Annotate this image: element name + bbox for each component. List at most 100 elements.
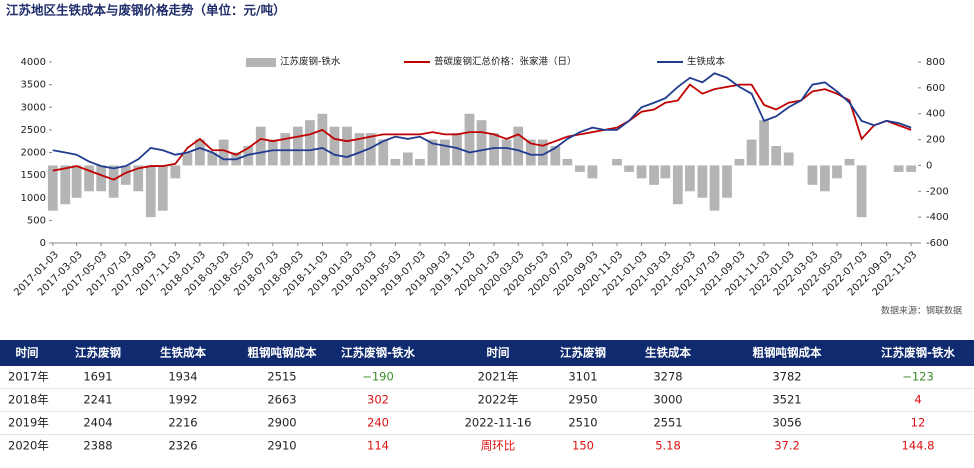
table-cell: 302	[367, 393, 389, 407]
table-header: 生铁成本	[160, 346, 206, 360]
y2-tick-label: 400	[926, 109, 945, 120]
table-header: 粗钢吨钢成本	[753, 346, 822, 360]
spread-bar	[402, 152, 413, 166]
y-tick-label: 3000	[21, 102, 46, 113]
table-cell: 2515	[267, 370, 296, 384]
spread-bar	[267, 139, 278, 166]
table-cell: 2950	[568, 393, 597, 407]
table-cell: 2510	[568, 416, 597, 430]
spread-bar	[218, 139, 229, 166]
table-cell: 3101	[568, 370, 597, 384]
y2-tick-label: 800	[926, 57, 945, 68]
table-header: 江苏废钢	[560, 346, 606, 360]
table-header: 江苏废钢-铁水	[341, 346, 415, 360]
table-cell: 240	[367, 416, 389, 430]
table: 时间 江苏废钢 生铁成本 粗钢吨钢成本 江苏废钢-铁水 时间 江苏废钢 生铁成本 粗钢吨钢成本 江…	[0, 340, 974, 453]
table-cell: 2241	[83, 393, 112, 407]
spread-bar	[685, 165, 695, 192]
y2-tick-label: 0	[926, 160, 932, 171]
y2-tick-label: -600	[926, 238, 949, 249]
spread-bar	[120, 165, 131, 185]
table-cell: 2019年	[8, 416, 49, 430]
spread-bar	[170, 165, 181, 179]
spread-bar	[195, 139, 205, 166]
spread-bar	[452, 133, 462, 166]
table-cell: 114	[367, 439, 389, 453]
spread-bar	[832, 165, 842, 179]
table-cell: 2900	[267, 416, 296, 430]
table-header: 时间	[487, 346, 510, 360]
spread-bar	[575, 165, 585, 172]
spread-bar	[906, 165, 917, 172]
table-header: 江苏废钢-铁水	[881, 346, 955, 360]
spread-bar	[820, 165, 830, 192]
spread-bar	[697, 165, 708, 198]
table-cell: 12	[911, 416, 926, 430]
table-cell: 144.8	[902, 439, 935, 453]
table-cell: 3278	[653, 370, 682, 384]
spread-bar	[96, 165, 107, 192]
table-cell: 3056	[772, 416, 801, 430]
spread-bar	[489, 133, 499, 166]
spread-bar	[292, 126, 303, 166]
spread-bar	[317, 113, 328, 166]
spread-bar	[476, 120, 487, 166]
y2-tick-label: 600	[926, 83, 945, 94]
spread-bar	[84, 165, 94, 192]
table-cell: 150	[572, 439, 594, 453]
spread-bar	[672, 165, 683, 205]
spread-bar	[182, 152, 193, 166]
table-cell: 2021年	[478, 370, 519, 384]
table-cell: 1992	[168, 393, 197, 407]
spread-bar	[354, 133, 365, 166]
y-tick-label: 4000	[21, 57, 46, 68]
spread-bar	[722, 165, 732, 198]
table-header: 时间	[16, 346, 39, 360]
table-cell: 2022年	[478, 393, 519, 407]
spread-bar	[207, 152, 218, 166]
spread-bar	[255, 126, 266, 166]
spread-bar	[550, 146, 561, 166]
table-cell: 4	[914, 393, 921, 407]
table-cell: 5.18	[655, 439, 681, 453]
table-cell: 2020年	[8, 439, 49, 453]
spread-bar	[649, 165, 659, 185]
y-tick-label: 500	[27, 215, 46, 226]
spread-bar	[807, 165, 818, 185]
spread-bar	[771, 146, 782, 166]
legend-swatch	[246, 58, 276, 67]
spread-bar	[464, 113, 475, 166]
spread-bar	[709, 165, 720, 211]
spread-bar	[415, 158, 425, 166]
y2-tick-label: 200	[926, 135, 945, 146]
table-cell: 2404	[83, 416, 112, 430]
table-cell: 1934	[168, 370, 197, 384]
y2-tick-label: -400	[926, 212, 949, 223]
spread-bar	[365, 133, 376, 166]
spread-bar	[60, 165, 71, 205]
spread-bar	[525, 139, 536, 166]
table-cell: 2388	[83, 439, 112, 453]
table-cell: 2326	[168, 439, 197, 453]
legend-label: 江苏废钢-铁水	[280, 56, 341, 68]
y-tick-label: 0	[40, 238, 46, 249]
y-tick-label: 2000	[21, 148, 46, 159]
spread-bar	[501, 139, 512, 166]
spread-bar	[108, 165, 119, 198]
table-header: 江苏废钢	[75, 346, 121, 360]
spread-bar	[305, 120, 315, 166]
table-cell: 2018年	[8, 393, 49, 407]
spread-bar	[329, 126, 340, 166]
source: 数据来源：钢联数据	[881, 305, 962, 317]
spread-bar	[734, 158, 745, 166]
spread-bar	[746, 139, 757, 166]
spread-bar	[157, 165, 168, 211]
spread-bar	[562, 158, 573, 166]
spread-bar	[427, 139, 438, 166]
spread-bar	[636, 165, 647, 179]
table-cell: 2663	[267, 393, 296, 407]
spread-bar	[537, 139, 548, 166]
y-tick-label: 1000	[21, 193, 46, 204]
chart-title: 江苏地区生铁成本与废钢价格走势（单位：元/吨）	[6, 3, 286, 18]
